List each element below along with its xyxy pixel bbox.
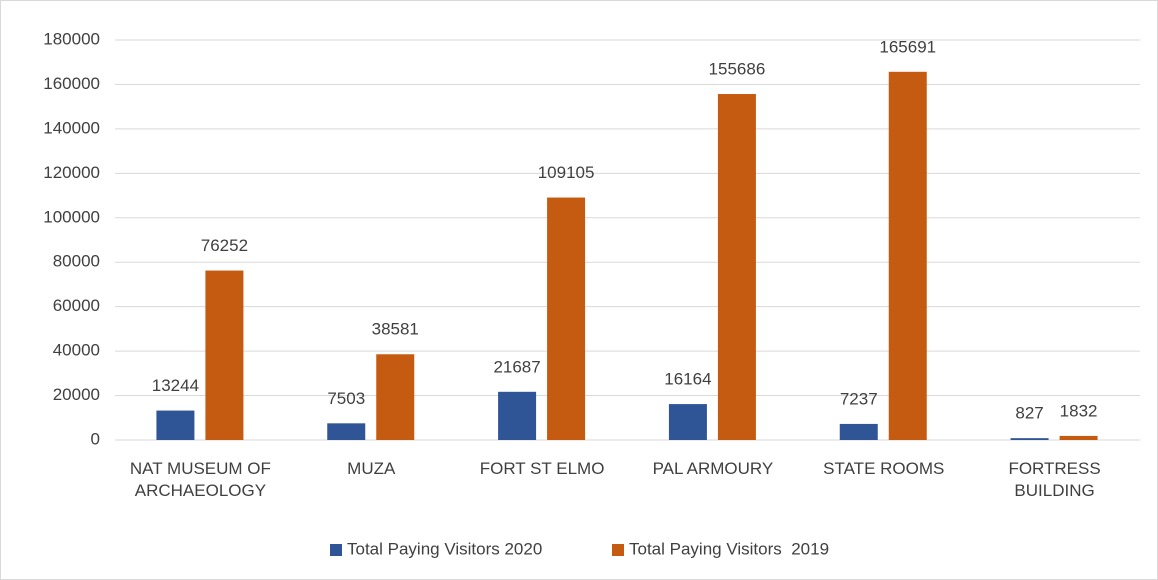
bar: [156, 410, 195, 440]
legend-swatch: [612, 544, 624, 556]
y-tick-label: 80000: [53, 252, 100, 271]
value-label: 21687: [493, 357, 540, 376]
legend-label: Total Paying Visitors 2020: [347, 539, 542, 558]
bar: [327, 423, 366, 440]
bar: [668, 404, 707, 440]
value-label: 165691: [879, 37, 936, 56]
bar: [547, 197, 586, 440]
value-label: 7237: [840, 389, 878, 408]
value-label: 1832: [1060, 401, 1098, 420]
bar: [717, 94, 756, 440]
value-label: 109105: [538, 163, 595, 182]
value-label: 16164: [664, 370, 711, 389]
y-tick-label: 40000: [53, 341, 100, 360]
value-label: 155686: [709, 60, 766, 79]
x-tick-label: NAT MUSEUM OF ARCHAEOLOGY: [129, 459, 271, 500]
y-tick-label: 140000: [43, 118, 100, 137]
bar: [888, 71, 927, 440]
y-tick-label: 100000: [43, 207, 100, 226]
bar: [1059, 435, 1098, 440]
value-label: 827: [1015, 404, 1043, 423]
x-tick-label: MUZA: [347, 459, 396, 478]
bar: [839, 423, 878, 440]
x-tick-label: STATE ROOMS: [823, 459, 945, 478]
y-tick-label: 120000: [43, 163, 100, 182]
y-tick-label: 60000: [53, 296, 100, 315]
value-label: 13244: [152, 376, 199, 395]
bar: [498, 391, 537, 440]
legend-swatch: [330, 544, 342, 556]
y-tick-label: 160000: [43, 74, 100, 93]
bar: [205, 270, 244, 440]
x-tick-label: FORT ST ELMO: [479, 459, 605, 478]
bar: [376, 354, 415, 440]
y-tick-label: 20000: [53, 385, 100, 404]
bar: [1010, 438, 1049, 440]
y-tick-label: 0: [91, 429, 100, 448]
value-label: 7503: [327, 389, 365, 408]
y-tick-label: 180000: [43, 29, 100, 48]
value-label: 76252: [201, 236, 248, 255]
x-tick-label: PAL ARMOURY: [652, 459, 774, 478]
x-tick-label: FORTRESS BUILDING: [1008, 459, 1101, 500]
value-label: 38581: [372, 320, 419, 339]
legend-label: Total Paying Visitors 2019: [629, 539, 829, 558]
